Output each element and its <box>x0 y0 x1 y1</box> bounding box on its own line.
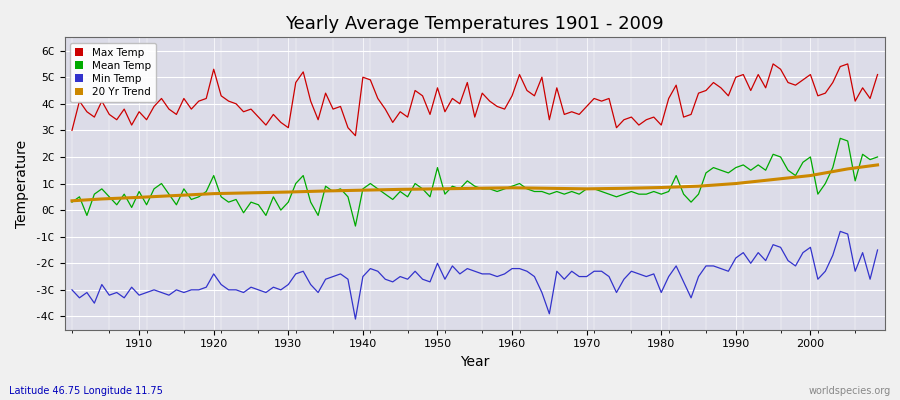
X-axis label: Year: Year <box>460 355 490 369</box>
Text: worldspecies.org: worldspecies.org <box>809 386 891 396</box>
Text: Latitude 46.75 Longitude 11.75: Latitude 46.75 Longitude 11.75 <box>9 386 163 396</box>
Y-axis label: Temperature: Temperature <box>15 140 29 228</box>
Title: Yearly Average Temperatures 1901 - 2009: Yearly Average Temperatures 1901 - 2009 <box>285 15 664 33</box>
Legend: Max Temp, Mean Temp, Min Temp, 20 Yr Trend: Max Temp, Mean Temp, Min Temp, 20 Yr Tre… <box>69 42 156 102</box>
